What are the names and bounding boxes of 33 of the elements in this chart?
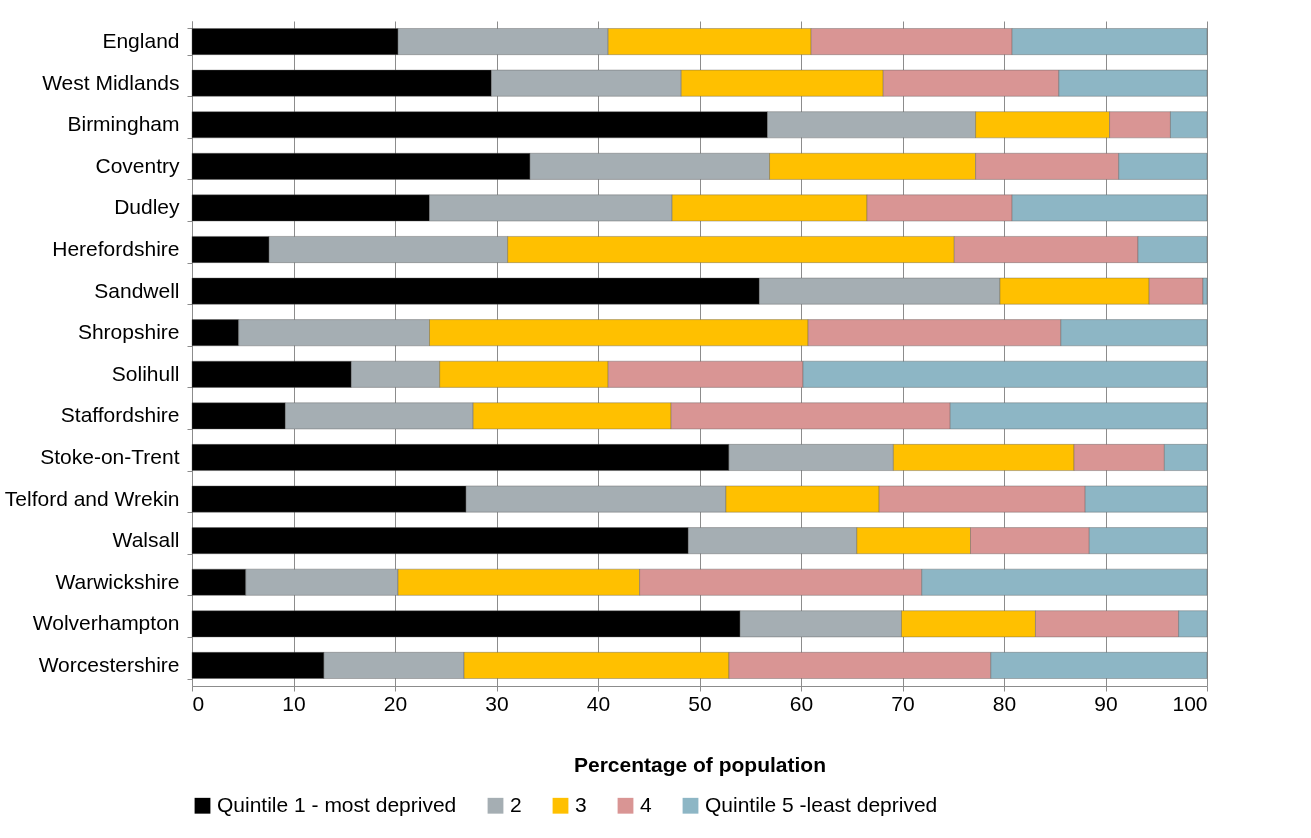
y-tick-label: Warwickshire [55,569,180,593]
y-tick-label: Coventry [95,153,180,177]
y-tick-label: Dudley [114,195,180,219]
legend-label: Quintile 1 - most deprived [217,792,457,816]
x-tick-label: 20 [383,691,408,715]
y-tick-label: Walsall [112,528,180,552]
y-tick-label: West Midlands [42,70,180,94]
y-tick-label: Herefordshire [52,237,180,261]
y-tick-label: Staffordshire [60,403,180,427]
x-tick-label: 10 [282,691,306,715]
legend-label: 3 [575,792,587,816]
x-tick-label: 100 [1172,691,1208,715]
x-tick-label: 50 [688,691,712,715]
legend-label: Quintile 5 -least deprived [705,792,938,816]
legend-label: 4 [640,792,652,816]
legend-label: 2 [510,792,522,816]
y-tick-label: England [102,29,180,53]
x-tick-label: 0 [192,691,205,715]
x-tick-label: 40 [586,691,611,715]
y-tick-label: Stoke-on-Trent [40,444,180,468]
x-axis-title: Percentage of population [573,752,827,776]
y-tick-label: Wolverhampton [32,611,180,635]
y-tick-label: Telford and Wrekin [4,486,180,510]
x-tick-label: 60 [789,691,814,715]
x-tick-label: 70 [891,691,915,715]
y-tick-label: Sandwell [94,278,180,302]
y-tick-label: Shropshire [77,320,180,344]
x-tick-label: 30 [485,691,509,715]
x-tick-label: 90 [1094,691,1118,715]
y-tick-label: Solihull [111,361,180,385]
x-tick-label: 80 [992,691,1017,715]
y-tick-label: Worcestershire [38,652,180,676]
y-tick-label: Birmingham [67,112,180,136]
